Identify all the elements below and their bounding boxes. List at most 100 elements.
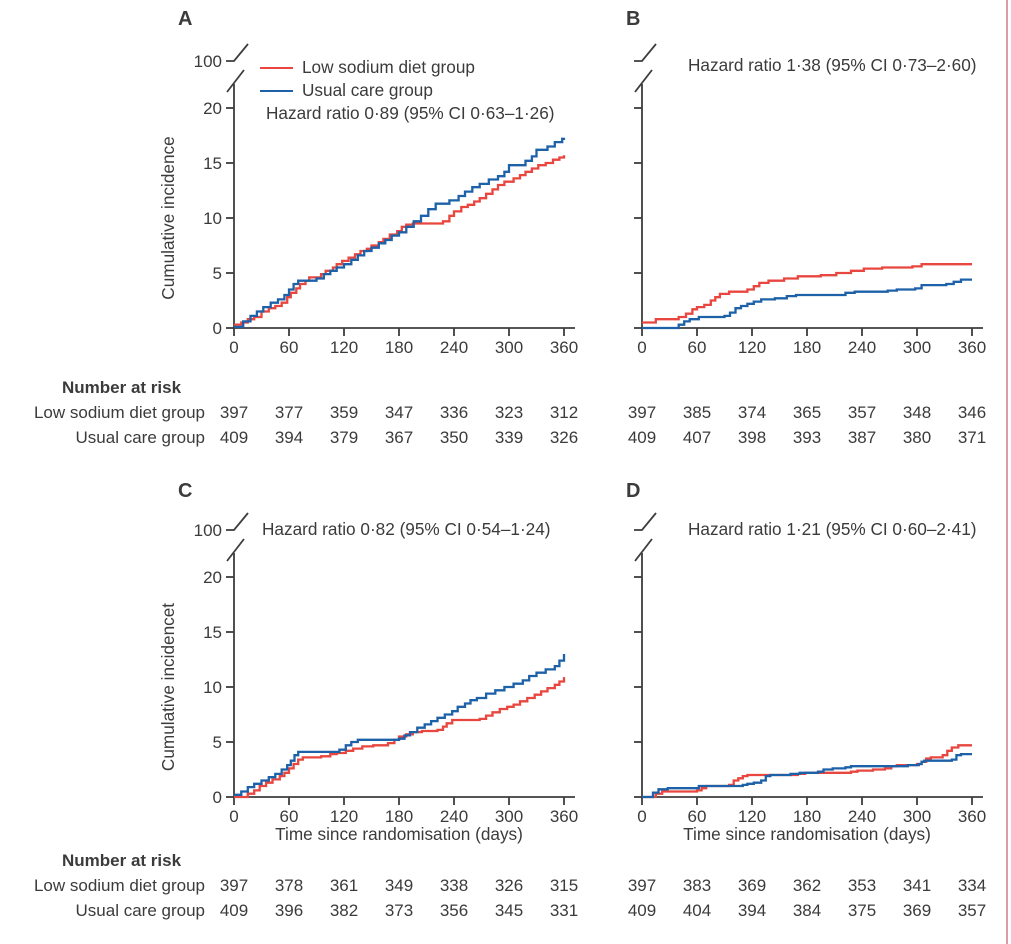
- y-axis-break-tick: [226, 512, 249, 531]
- x-tick-label: 0: [229, 807, 238, 826]
- risk-value: 398: [737, 428, 767, 447]
- risk-value: 356: [439, 901, 469, 920]
- x-tick-label: 60: [688, 338, 707, 357]
- x-tick-label: 300: [495, 807, 523, 826]
- risk-value: 404: [682, 901, 712, 920]
- x-tick-label: 60: [688, 807, 707, 826]
- y-tick-label: 0: [213, 319, 222, 338]
- risk-value: 409: [627, 428, 657, 447]
- risk-value: 323: [494, 403, 524, 422]
- legend-item-low-sodium: Low sodium diet group: [260, 56, 475, 79]
- risk-value: 353: [847, 876, 877, 895]
- x-tick-label: 300: [903, 807, 931, 826]
- x-tick-label: 300: [495, 338, 523, 357]
- risk-value: 377: [274, 403, 304, 422]
- risk-value: 409: [627, 901, 657, 920]
- risk-value: 357: [847, 403, 877, 422]
- y-tick-label: 5: [213, 264, 222, 283]
- y-axis-break-tick: [226, 43, 249, 62]
- risk-value: 348: [902, 403, 932, 422]
- risk-value: 383: [682, 876, 712, 895]
- legend: Low sodium diet group Usual care group: [260, 56, 475, 102]
- y-tick-label: 10: [203, 678, 222, 697]
- x-tick-label: 180: [385, 807, 413, 826]
- hazard-ratio-text-a: Hazard ratio 0·89 (95% CI 0·63–1·26): [266, 103, 555, 123]
- risk-value: 362: [792, 876, 822, 895]
- low-sodium-curve: [642, 263, 972, 324]
- hazard-ratio-text-d: Hazard ratio 1·21 (95% CI 0·60–2·41): [688, 519, 977, 539]
- x-tick-label: 120: [738, 807, 766, 826]
- risk-value: 349: [384, 876, 414, 895]
- legend-label-low-sodium: Low sodium diet group: [302, 57, 475, 77]
- x-tick-label: 120: [330, 807, 358, 826]
- risk-value: 334: [957, 876, 987, 895]
- x-tick-label: 0: [229, 338, 238, 357]
- usual-care-line-swatch: [260, 89, 293, 92]
- risk-value: 380: [902, 428, 932, 447]
- risk-row-label-low-bottom: Low sodium diet group: [33, 876, 205, 895]
- y-tick-label: 5: [213, 733, 222, 752]
- risk-value: 336: [439, 403, 469, 422]
- risk-value: 396: [274, 901, 304, 920]
- usual-care-curve: [234, 654, 566, 796]
- risk-value: 369: [737, 876, 767, 895]
- risk-value: 397: [219, 876, 249, 895]
- risk-value: 409: [219, 428, 249, 447]
- y-axis-break-tick: [634, 43, 657, 62]
- x-tick-label: 360: [550, 338, 578, 357]
- panel-c-letter: C: [178, 480, 193, 502]
- low-sodium-line-swatch: [260, 66, 293, 69]
- risk-value: 347: [384, 403, 414, 422]
- risk-value: 384: [792, 901, 822, 920]
- risk-value: 394: [274, 428, 304, 447]
- risk-value: 338: [439, 876, 469, 895]
- risk-value: 397: [219, 403, 249, 422]
- risk-value: 326: [549, 428, 579, 447]
- usual-care-curve: [234, 137, 566, 329]
- risk-value: 367: [384, 428, 414, 447]
- risk-value: 407: [682, 428, 712, 447]
- low-sodium-curve: [234, 155, 566, 326]
- y-axis-break-slash: [226, 538, 245, 562]
- legend-item-usual-care: Usual care group: [260, 79, 475, 102]
- x-tick-label: 0: [637, 807, 646, 826]
- x-tick-label: 120: [330, 338, 358, 357]
- panel-d-letter: D: [626, 480, 641, 502]
- x-tick-label: 60: [280, 338, 299, 357]
- risk-value: 374: [737, 403, 767, 422]
- hazard-ratio-text-b: Hazard ratio 1·38 (95% CI 0·73–2·60): [688, 55, 977, 75]
- risk-value: 339: [494, 428, 524, 447]
- x-tick-label: 120: [738, 338, 766, 357]
- x-tick-label: 240: [440, 807, 468, 826]
- x-tick-label: 0: [637, 338, 646, 357]
- x-tick-label: 60: [280, 807, 299, 826]
- y-axis-title-bottom: Cumulative incidencet: [158, 602, 178, 772]
- risk-value: 378: [274, 876, 304, 895]
- panel-a-letter: A: [178, 8, 193, 30]
- x-tick-label: 180: [385, 338, 413, 357]
- risk-value: 382: [329, 901, 359, 920]
- x-tick-label: 360: [550, 807, 578, 826]
- x-axis-title-d: Time since randomisation (days): [683, 824, 931, 844]
- risk-value: 371: [957, 428, 987, 447]
- risk-row-label-low-top: Low sodium diet group: [33, 403, 205, 422]
- y-tick-label: 20: [203, 99, 222, 118]
- risk-value: 385: [682, 403, 712, 422]
- risk-value: 326: [494, 876, 524, 895]
- risk-value: 373: [384, 901, 414, 920]
- risk-row-label-usual-top: Usual care group: [75, 428, 205, 447]
- low-sodium-curve: [234, 677, 566, 799]
- y-axis-break-label: 100: [194, 52, 222, 71]
- risk-value: 331: [549, 901, 579, 920]
- x-tick-label: 240: [848, 807, 876, 826]
- risk-value: 346: [957, 403, 987, 422]
- y-axis-break-slash: [634, 538, 653, 562]
- x-tick-label: 300: [903, 338, 931, 357]
- x-axis-title-c: Time since randomisation (days): [275, 824, 523, 844]
- number-at-risk-header-top: Number at risk: [62, 378, 182, 397]
- risk-value: 379: [329, 428, 359, 447]
- risk-value: 357: [957, 901, 987, 920]
- risk-value: 393: [792, 428, 822, 447]
- y-tick-label: 15: [203, 154, 222, 173]
